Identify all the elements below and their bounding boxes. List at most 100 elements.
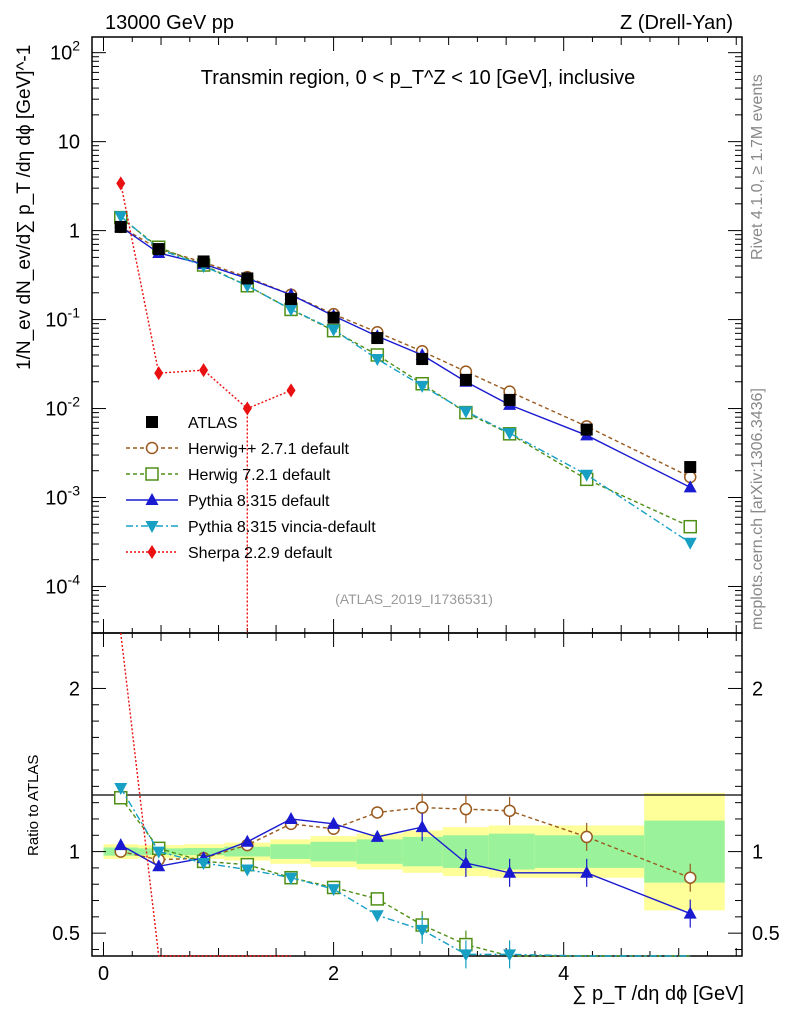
- series-3-point: [327, 324, 341, 337]
- legend-label-2: Pythia 8.315 default: [188, 493, 330, 510]
- series-3-point: [114, 211, 128, 224]
- y-tick-mantissa: 1: [69, 221, 80, 243]
- series-2-ratio-point: [152, 859, 166, 872]
- atlas-data-point: [371, 332, 384, 345]
- series-3-ratio-point: [240, 864, 254, 877]
- series-1-point: [683, 519, 697, 534]
- series-2-ratio-point: [459, 856, 473, 869]
- ratio-band-inner: [644, 820, 725, 883]
- series-0-ratio-point: [503, 804, 516, 818]
- y-tick-mantissa: 10: [45, 488, 67, 510]
- series-3-line: [120, 215, 691, 544]
- y-tick-label: 10-1: [45, 305, 80, 332]
- y-tick-mantissa: 10: [45, 310, 67, 332]
- series-2-ratio-point: [580, 865, 594, 878]
- ratio-y-tick-label: 2: [69, 678, 80, 700]
- legend-label-0: Herwig++ 2.7.1 default: [188, 441, 350, 458]
- series-3-point: [683, 537, 697, 550]
- y-tick-label: 1: [69, 221, 80, 243]
- series-2-line: [120, 226, 691, 488]
- ratio-band-inner: [356, 839, 403, 864]
- series-3-point: [503, 428, 517, 441]
- y-tick-mantissa: 10: [45, 576, 67, 598]
- y-tick-label: 10-4: [45, 571, 80, 598]
- ratio-uncertainty-bands: [103, 792, 725, 911]
- legend-marker-atlas: [146, 416, 158, 428]
- legend-label-1: Herwig 7.2.1 default: [188, 467, 331, 484]
- series-4-point: [199, 363, 209, 378]
- legend-marker-1: [145, 467, 159, 481]
- ratio-y-tick-label-right: 1: [752, 842, 763, 864]
- series-2-ratio-point: [327, 816, 341, 829]
- y-tick-exponent: 2: [72, 38, 80, 54]
- main-series-group: [114, 176, 697, 633]
- x-axis-label: ∑ p_T /dη dϕ [GeV]: [572, 983, 744, 1005]
- series-2-ratio-point: [284, 811, 298, 824]
- series-3-ratio-point: [415, 924, 429, 937]
- header-energy: 13000 GeV pp: [105, 12, 234, 34]
- ratio-y-tick-label: 0.5: [52, 923, 80, 945]
- series-4-point: [242, 401, 252, 416]
- x-tick-label: 0: [98, 963, 109, 985]
- series-3-ratio-point: [152, 846, 166, 859]
- ratio-band-inner: [184, 848, 225, 856]
- series-0-line: [120, 226, 691, 478]
- series-3-ratio-point: [503, 949, 517, 962]
- atlas-data-point: [503, 393, 516, 406]
- ratio-band-inner: [488, 833, 535, 870]
- legend-label-3: Pythia 8.315 vincia-default: [188, 519, 376, 536]
- y-tick-exponent: -4: [68, 571, 81, 587]
- legend: ATLAS Herwig++ 2.7.1 default Herwig 7.2.1 …: [126, 415, 376, 562]
- ratio-y-tick-label-right: 2: [752, 678, 763, 700]
- ratio-band-inner: [270, 844, 311, 859]
- series-0-ratio-point: [459, 802, 473, 816]
- y-tick-mantissa: 10: [58, 132, 80, 154]
- y-tick-exponent: -3: [68, 483, 81, 499]
- legend-marker-3: [145, 521, 159, 533]
- series-3-ratio-point: [284, 872, 298, 885]
- atlas-data-point: [684, 461, 697, 474]
- plot-title: Transmin region, 0 < p_T^Z < 10 [GeV], i…: [201, 67, 635, 89]
- analysis-id: (ATLAS_2019_I1736531): [335, 591, 493, 607]
- ratio-axis-ticks: 0 2 4 0.5 0.5 1 1 2 2: [52, 633, 780, 985]
- series-3-point: [459, 406, 473, 419]
- series-3-ratio-point: [370, 910, 384, 923]
- series-0-ratio-point: [371, 806, 384, 819]
- series-2-ratio-point: [503, 865, 517, 878]
- series-2-point: [683, 480, 697, 493]
- series-1-ratio-point: [370, 892, 385, 906]
- series-3-ratio-point: [197, 858, 211, 871]
- y-tick-exponent: -2: [68, 394, 81, 410]
- series-4-line: [120, 183, 292, 410]
- ratio-y-tick-label-right: 0.5: [752, 923, 780, 945]
- legend-marker-2: [145, 493, 159, 505]
- series-0-ratio-point: [580, 830, 593, 844]
- atlas-data-group: [114, 220, 697, 474]
- atlas-data-point: [114, 220, 127, 233]
- series-3-point: [415, 380, 429, 393]
- atlas-data-point: [459, 373, 472, 386]
- atlas-data-point: [241, 272, 254, 285]
- x-tick-label: 4: [558, 963, 569, 985]
- mcplots-label: mcplots.cern.ch [arXiv:1306.3436]: [749, 388, 766, 630]
- series-3-ratio-point: [114, 782, 128, 795]
- series-3-point: [284, 304, 298, 317]
- header-process: Z (Drell-Yan): [620, 12, 733, 34]
- atlas-data-point: [327, 311, 340, 324]
- series-1-line: [120, 217, 691, 528]
- series-0-ratio-point: [415, 801, 429, 814]
- y-tick-label: 10-2: [45, 394, 80, 421]
- ratio-band-inner: [310, 841, 357, 862]
- y-tick-label: 102: [50, 38, 80, 65]
- series-3-ratio-point: [327, 884, 341, 897]
- ratio-series-group: [114, 632, 697, 969]
- series-2-ratio-point: [415, 820, 429, 833]
- legend-label-4: Sherpa 2.2.9 default: [188, 545, 333, 562]
- series-3-point: [580, 469, 594, 482]
- series-3-point: [370, 354, 384, 367]
- y-tick-label: 10-3: [45, 483, 80, 510]
- rivet-label: Rivet 4.1.0, ≥ 1.7M events: [749, 74, 766, 260]
- y-axis-label: 1/N_ev dN_ev/d∑ p_T /dη dϕ [GeV]^-1: [14, 45, 35, 370]
